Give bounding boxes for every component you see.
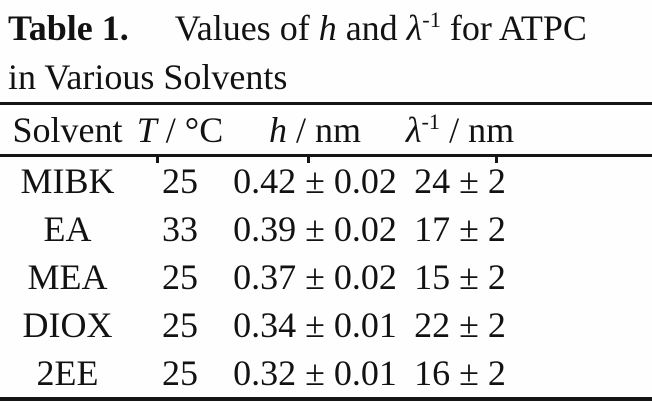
- cell-h-value: 0.37 ± 0.02: [233, 257, 397, 297]
- caption-label: Table 1.: [8, 8, 129, 48]
- table-header-row: Solvent T / °C h / nm λ-1 / nm: [0, 105, 652, 154]
- cell-lambda-inverse-value: 15 ± 2: [414, 257, 506, 297]
- cell-h-value: 0.39 ± 0.02: [233, 209, 397, 249]
- col-header-solvent: Solvent: [12, 109, 123, 150]
- cell-lambda-inverse-value: 24 ± 2: [414, 161, 506, 201]
- table-row: MEA 25 0.37 ± 0.02 15 ± 2: [0, 253, 652, 301]
- cell-solvent: DIOX: [22, 305, 113, 345]
- caption-line-1: Table 1. Values of h and λ-1 for ATPC: [8, 4, 646, 53]
- cell-temperature: 25: [162, 161, 198, 201]
- cell-solvent: EA: [43, 209, 92, 249]
- table-row: 2EE 25 0.32 ± 0.01 16 ± 2: [0, 349, 652, 397]
- cell-lambda-inverse-value: 16 ± 2: [414, 353, 506, 393]
- cell-temperature: 25: [162, 257, 198, 297]
- caption-line-2: in Various Solvents: [8, 57, 288, 97]
- table-body: MIBK 25 0.42 ± 0.02 24 ± 2 EA 33 0.39 ± …: [0, 157, 652, 397]
- caption-text-post: for ATPC: [440, 8, 587, 48]
- table-header-rule: [0, 154, 652, 157]
- table-caption: Table 1. Values of h and λ-1 for ATPC in …: [0, 0, 652, 102]
- table-top-rule: [0, 102, 652, 105]
- column-divider-tick: [156, 157, 159, 163]
- cell-solvent: 2EE: [36, 353, 99, 393]
- cell-solvent: MIBK: [20, 161, 115, 201]
- col-header-temperature: T / °C: [136, 109, 224, 150]
- col-header-lambda-inverse: λ-1 / nm: [405, 108, 515, 150]
- table-bottom-rule: [0, 397, 652, 401]
- col-header-h: h / nm: [268, 109, 361, 150]
- caption-text-pre: Values of: [174, 8, 319, 48]
- cell-lambda-inverse-value: 17 ± 2: [414, 209, 506, 249]
- column-divider-tick: [495, 157, 498, 163]
- cell-h-value: 0.42 ± 0.02: [233, 161, 397, 201]
- table-row: MIBK 25 0.42 ± 0.02 24 ± 2: [0, 157, 652, 205]
- caption-lambda-variable: λ: [406, 8, 423, 48]
- column-divider-tick: [307, 157, 310, 163]
- caption-text-mid: and: [336, 8, 407, 48]
- cell-h-value: 0.34 ± 0.01: [233, 305, 397, 345]
- caption-lambda-exponent: -1: [422, 7, 441, 32]
- cell-solvent: MEA: [27, 257, 108, 297]
- table-row: EA 33 0.39 ± 0.02 17 ± 2: [0, 205, 652, 253]
- cell-temperature: 33: [162, 209, 198, 249]
- cell-temperature: 25: [162, 353, 198, 393]
- cell-temperature: 25: [162, 305, 198, 345]
- table-row: DIOX 25 0.34 ± 0.01 22 ± 2: [0, 301, 652, 349]
- cell-lambda-inverse-value: 22 ± 2: [414, 305, 506, 345]
- caption-h-variable: h: [318, 8, 337, 48]
- cell-h-value: 0.32 ± 0.01: [233, 353, 397, 393]
